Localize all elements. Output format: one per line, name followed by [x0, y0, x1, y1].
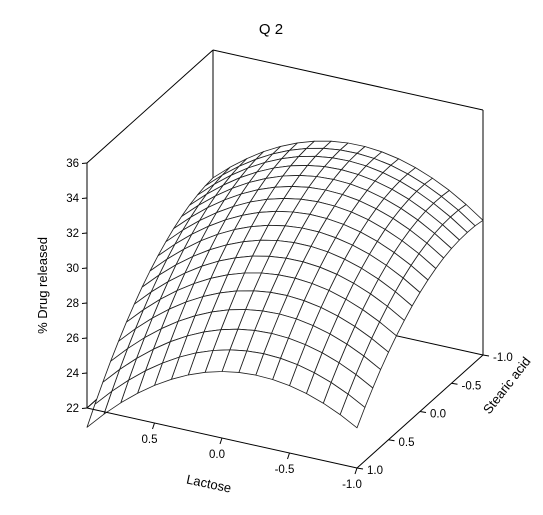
y-tick-label: -0.5 — [462, 380, 482, 392]
z-tick-label: 34 — [66, 193, 79, 205]
back-right-top-edge — [212, 49, 484, 111]
x-axis-label: Lactose — [185, 472, 233, 496]
surface-mesh — [86, 140, 484, 429]
y-tick-label: 0.5 — [399, 437, 415, 449]
z-axis-label: % Drug released — [35, 237, 50, 334]
z-tick-mark — [81, 197, 88, 199]
z-tick-label: 30 — [66, 263, 79, 275]
y-tick-mark — [356, 467, 364, 470]
z-tick-label: 36 — [66, 158, 79, 170]
z-tick-mark — [81, 162, 88, 164]
z-tick-label: 28 — [66, 298, 79, 310]
z-tick-mark — [81, 407, 88, 409]
chart-title: Q 2 — [259, 21, 283, 38]
x-tick-mark — [152, 422, 155, 430]
y-tick-label: 1.0 — [367, 465, 383, 477]
y-axis-ticks: -1.0 -0.5 0.0 0.5 1.0 — [356, 352, 513, 477]
x-tick-label: 0.5 — [142, 434, 158, 446]
z-tick-label: 32 — [66, 228, 79, 240]
z-tick-mark — [81, 267, 88, 269]
x-tick-label: 0.0 — [209, 449, 225, 461]
x-tick-label: -0.5 — [275, 464, 295, 476]
z-tick-label: 26 — [66, 333, 79, 345]
z-axis-ticks: 22 24 26 28 30 32 34 36 — [66, 158, 88, 415]
y-tick-mark — [388, 439, 395, 442]
z-tick-mark — [81, 372, 88, 374]
x-tick-mark — [219, 437, 223, 445]
z-tick-mark — [81, 302, 88, 304]
y-tick-mark — [419, 411, 427, 413]
z-tick-mark — [81, 232, 88, 234]
x-axis-ticks: 0.5 0.0 -0.5 -1.0 — [142, 422, 362, 491]
back-left-top-edge — [86, 49, 214, 164]
y-tick-label: 0.0 — [430, 409, 446, 421]
surface-cell — [86, 390, 113, 428]
z-tick-label: 22 — [66, 403, 79, 415]
y-tick-label: -1.0 — [493, 352, 513, 364]
z-tick-label: 24 — [66, 368, 79, 380]
x-tick-mark — [354, 467, 358, 475]
x-tick-mark — [287, 452, 290, 460]
x-tick-label: -1.0 — [342, 479, 362, 491]
y-tick-mark — [451, 382, 458, 385]
z-tick-mark — [81, 337, 88, 339]
y-tick-mark — [482, 354, 490, 357]
